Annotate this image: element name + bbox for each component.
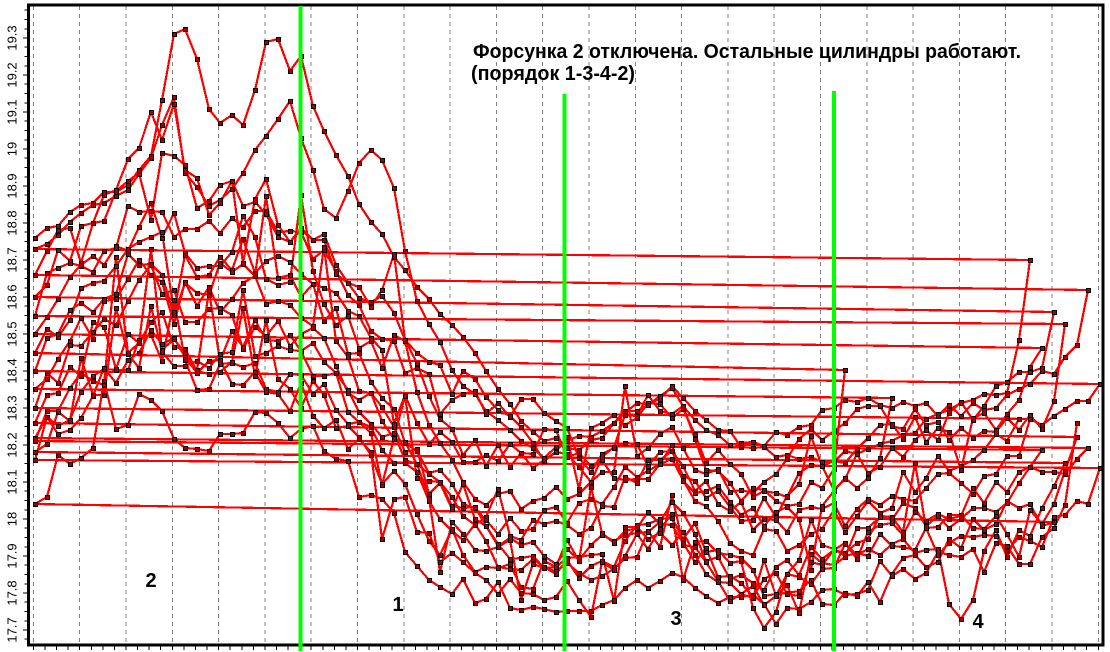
svg-text:18.1: 18.1 xyxy=(5,469,20,494)
svg-text:17.8: 17.8 xyxy=(5,580,20,605)
svg-text:19.2: 19.2 xyxy=(5,62,20,87)
svg-text:(порядок 1-3-4-2): (порядок 1-3-4-2) xyxy=(471,62,635,85)
svg-text:19: 19 xyxy=(5,142,20,156)
svg-text:18.3: 18.3 xyxy=(5,395,20,420)
svg-text:1: 1 xyxy=(392,594,403,616)
svg-text:Форсунка 2 отключена. Остальны: Форсунка 2 отключена. Остальные цилиндры… xyxy=(473,40,1021,63)
svg-text:18.2: 18.2 xyxy=(5,432,20,457)
svg-text:18.9: 18.9 xyxy=(5,173,20,198)
svg-text:18: 18 xyxy=(5,512,20,526)
svg-text:18.4: 18.4 xyxy=(5,358,20,383)
svg-text:18.6: 18.6 xyxy=(5,284,20,309)
svg-text:2: 2 xyxy=(145,570,156,592)
svg-text:19.1: 19.1 xyxy=(5,99,20,124)
svg-text:4: 4 xyxy=(972,611,984,633)
svg-text:18.5: 18.5 xyxy=(5,321,20,346)
svg-text:17.9: 17.9 xyxy=(5,543,20,568)
svg-text:19.3: 19.3 xyxy=(5,25,20,50)
svg-text:18.7: 18.7 xyxy=(5,247,20,272)
svg-text:17.7: 17.7 xyxy=(5,617,20,642)
svg-text:3: 3 xyxy=(670,608,681,630)
svg-text:18.8: 18.8 xyxy=(5,210,20,235)
